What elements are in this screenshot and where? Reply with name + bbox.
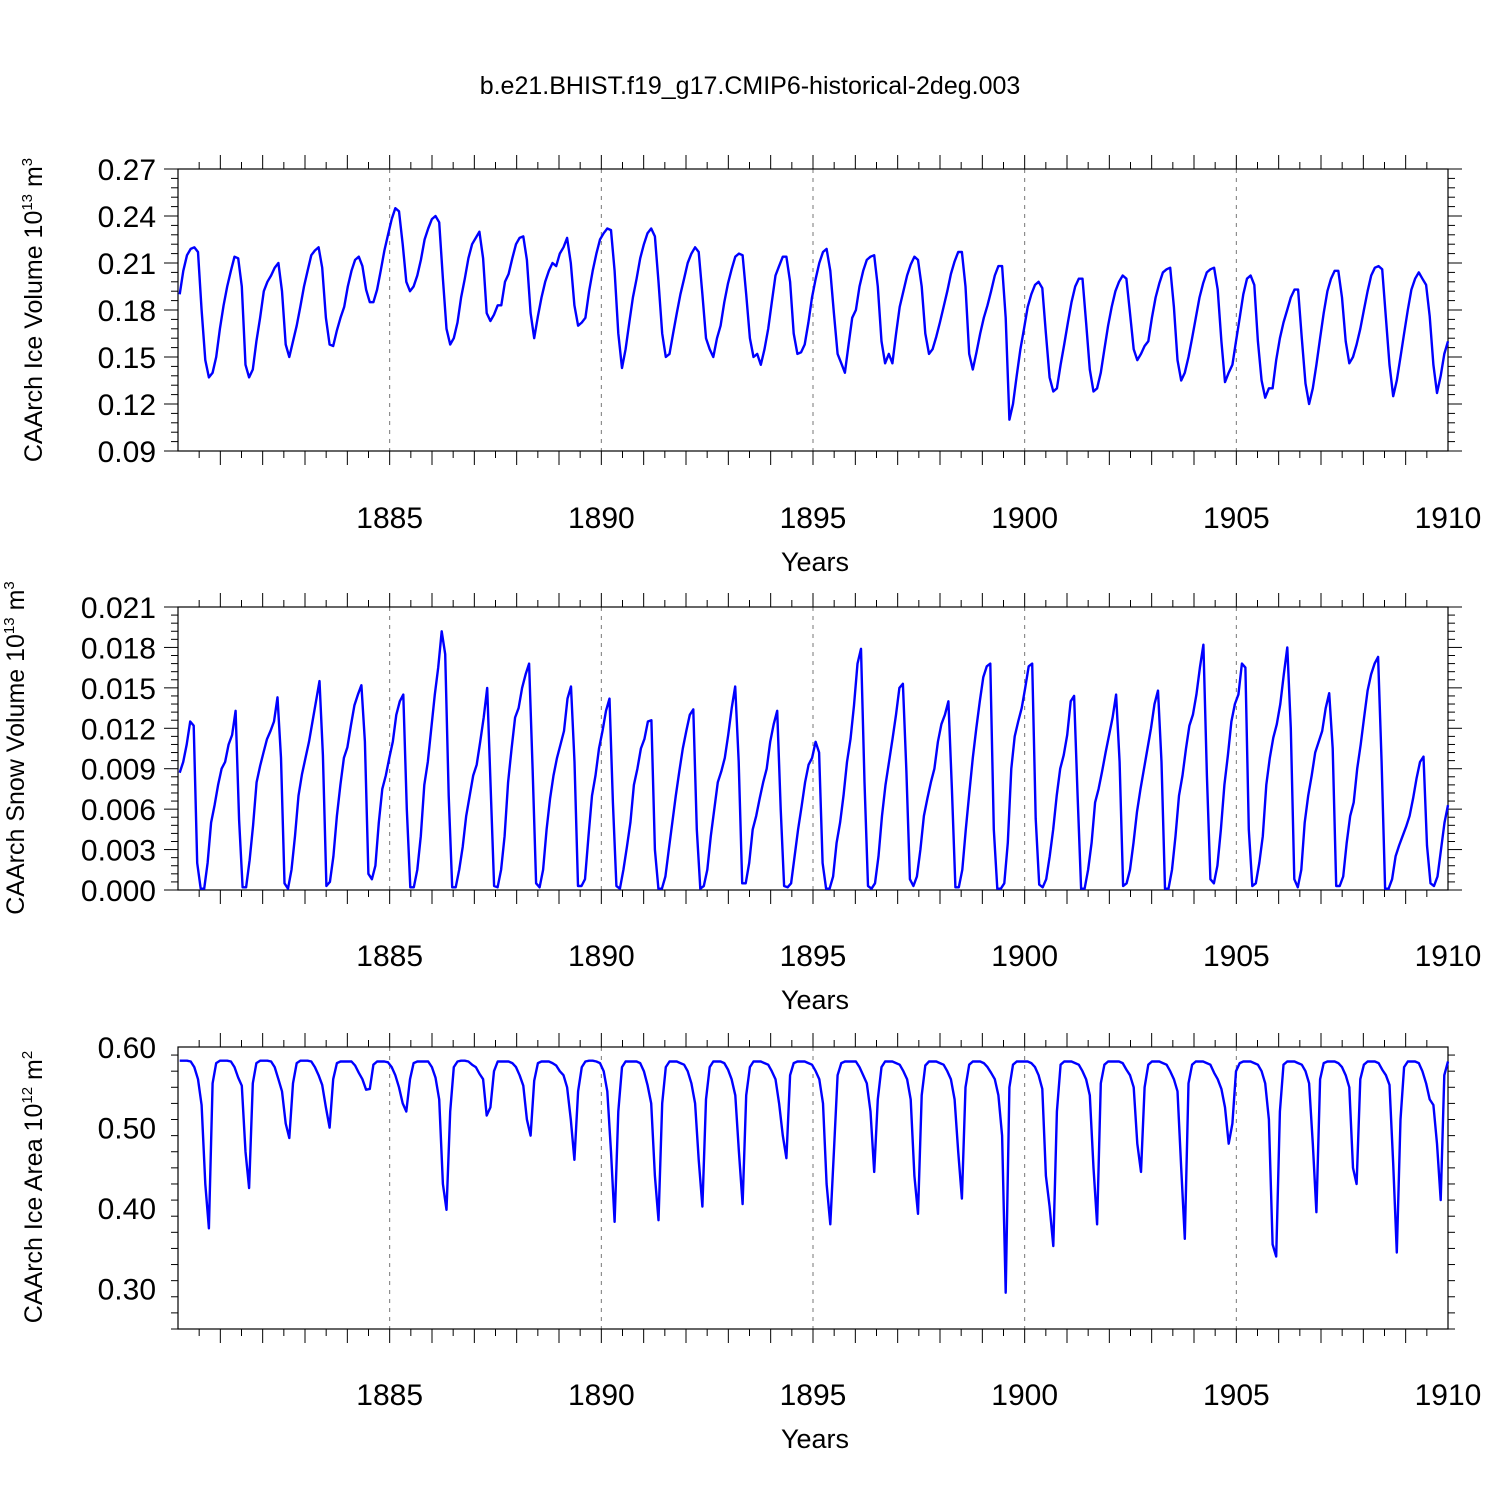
y-tick-label: 0.60 [98,1032,156,1065]
y-tick-label: 0.09 [98,436,156,469]
y-tick-label: 0.40 [98,1193,156,1226]
x-axis-title: Years [781,1424,849,1454]
figure-title: b.e21.BHIST.f19_g17.CMIP6-historical-2de… [480,72,1021,100]
y-tick-label: 0.000 [81,875,156,908]
panel-ice-volume: 1885 1890 1895 1900 1905 1910 Years 0.09 0.12 0.1… [19,154,1481,577]
y-axis-title-unit-exponent: 3 [1,581,18,589]
y-tick-label: 0.50 [98,1113,156,1146]
series-line-ice-area [179,1059,1450,1294]
x-tick-label: 1910 [1415,940,1482,973]
x-tick-label: 1905 [1203,1379,1270,1412]
y-tick-label: 0.012 [81,713,156,746]
y-tick-label: 0.015 [81,673,156,706]
y-tick-label: 0.006 [81,794,156,827]
x-tick-label: 1900 [991,1379,1058,1412]
y-axis-title-text: CAArch Snow Volume 10 [2,634,30,915]
series-line-snow-volume [178,630,1450,890]
y-tick-label: 0.27 [98,154,156,187]
y-tick-label: 0.24 [98,201,156,234]
x-tick-label: 1895 [780,1379,847,1412]
y-axis-title: CAArch Ice Area 1012 m2 [19,1051,48,1323]
x-tick-label: 1895 [780,502,847,535]
y-axis-title-unit: m [20,166,48,194]
plot-frame [177,168,1449,452]
y-axis-title-exponent: 13 [19,194,36,211]
y-tick-label: 0.12 [98,389,156,422]
x-tick-label: 1905 [1203,940,1270,973]
x-tick-label: 1885 [356,1379,423,1412]
x-tick-label: 1890 [568,502,635,535]
y-axis-title-exponent: 13 [1,617,18,634]
x-tick-label: 1900 [991,940,1058,973]
y-axis-title: CAArch Snow Volume 1013 m3 [1,581,30,915]
x-axis-title: Years [781,547,849,577]
y-tick-label: 0.21 [98,248,156,281]
y-axis-title-text: CAArch Ice Area 10 [20,1104,48,1324]
y-axis-title-exponent: 12 [19,1087,36,1104]
y-axis-title-unit-exponent: 2 [19,1051,36,1059]
x-tick-label: 1885 [356,940,423,973]
y-tick-label: 0.018 [81,632,156,665]
y-axis-title-unit-exponent: 3 [19,158,36,166]
x-tick-label: 1905 [1203,502,1270,535]
x-tick-label: 1910 [1415,1379,1482,1412]
x-axis-title: Years [781,985,849,1015]
x-tick-label: 1890 [568,1379,635,1412]
x-tick-label: 1900 [991,502,1058,535]
y-tick-label: 0.30 [98,1274,156,1307]
y-axis-title: CAArch Ice Volume 1013 m3 [19,158,48,462]
y-axis-title-text: CAArch Ice Volume 10 [20,211,48,463]
y-tick-label: 0.003 [81,835,156,868]
y-tick-label: 0.021 [81,592,156,625]
x-tick-label: 1890 [568,940,635,973]
x-tick-label: 1885 [356,502,423,535]
series-line-ice-volume [178,206,1450,421]
x-tick-label: 1910 [1415,502,1482,535]
y-axis-title-unit: m [2,590,30,618]
y-tick-label: 0.18 [98,295,156,328]
panel-snow-volume: 1885 1890 1895 1900 1905 1910 Years 0.000 0.003 0… [1,581,1481,1015]
y-tick-label: 0.15 [98,342,156,375]
y-axis-title-unit: m [20,1059,48,1087]
panel-ice-area: 1885 1890 1895 1900 1905 1910 Years 0.30 0.40 0.5… [19,1032,1481,1454]
y-tick-label: 0.009 [81,754,156,787]
x-tick-label: 1895 [780,940,847,973]
